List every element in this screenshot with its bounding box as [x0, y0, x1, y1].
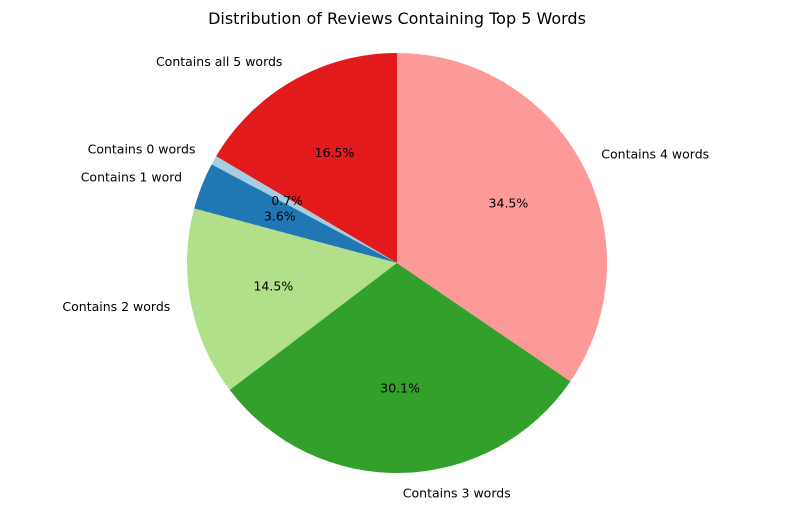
pie-slice-contains-2-words	[186, 208, 397, 390]
slice-percent-contains-4-words: 34.5%	[489, 196, 529, 211]
chart-title: Distribution of Reviews Containing Top 5…	[208, 9, 586, 28]
slice-percent-contains-0-words: 0.7%	[271, 193, 303, 208]
slice-label-contains-4-words: Contains 4 words	[601, 147, 709, 162]
pie-slice-contains-3-words	[229, 263, 571, 473]
pie-slice-contains-1-word	[194, 164, 397, 263]
pie-slice-contains-all-5-words	[216, 53, 397, 263]
slice-label-contains-1-word: Contains 1 word	[81, 170, 182, 185]
slice-percent-contains-all-5-words: 16.5%	[315, 145, 355, 160]
slice-percent-contains-2-words: 14.5%	[253, 279, 293, 294]
slice-percent-contains-1-word: 3.6%	[264, 208, 296, 223]
slice-percent-contains-3-words: 30.1%	[380, 380, 420, 395]
slice-label-contains-2-words: Contains 2 words	[62, 299, 170, 314]
pie-labels: Contains all 5 words 16.5% Contains 0 word…	[62, 54, 709, 501]
pie-slice-contains-4-words	[397, 53, 608, 382]
pie-slices	[186, 53, 608, 473]
slice-label-contains-0-words: Contains 0 words	[88, 142, 196, 157]
slice-label-contains-all-5-words: Contains all 5 words	[156, 54, 282, 69]
pie-slice-contains-0-words	[211, 156, 397, 263]
slice-label-contains-3-words: Contains 3 words	[403, 485, 511, 500]
